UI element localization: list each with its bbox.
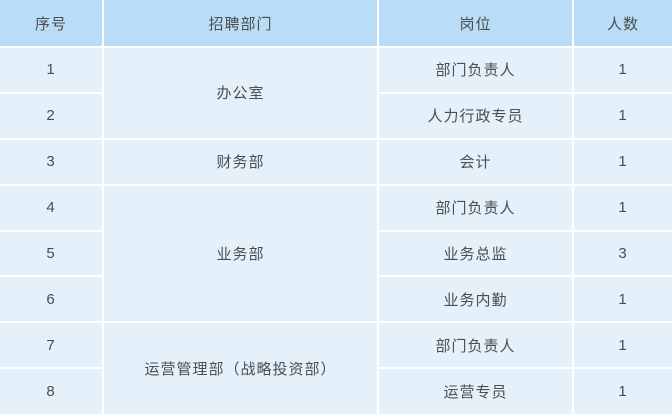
header-position: 岗位 <box>378 0 574 48</box>
cell-dept: 办公室 <box>103 47 379 140</box>
table-row: 8 运营专员 1 <box>0 368 672 414</box>
cell-count: 1 <box>573 138 672 186</box>
cell-position: 部门负责人 <box>378 47 574 94</box>
table-row: 1 办公室 部门负责人 1 <box>0 47 672 140</box>
header-count: 人数 <box>573 0 672 48</box>
table-row: 3 财务部 会计 1 <box>0 138 672 186</box>
table-row: 2 人力行政专员 1 <box>0 92 672 140</box>
cell-count: 1 <box>573 368 672 414</box>
cell-count: 1 <box>573 322 672 370</box>
cell-count: 1 <box>573 184 672 232</box>
cell-position: 部门负责人 <box>378 322 574 370</box>
header-dept: 招聘部门 <box>103 0 379 48</box>
cell-seq: 8 <box>0 368 104 414</box>
cell-seq: 5 <box>0 230 104 278</box>
cell-seq: 3 <box>0 138 104 186</box>
table-row: 5 业务总监 3 <box>0 230 672 278</box>
cell-position: 会计 <box>378 138 574 186</box>
cell-count: 1 <box>573 92 672 140</box>
cell-position: 运营专员 <box>378 368 574 414</box>
cell-count: 3 <box>573 230 672 278</box>
cell-seq: 7 <box>0 322 104 370</box>
cell-count: 1 <box>573 276 672 324</box>
cell-dept: 运营管理部（战略投资部） <box>103 322 379 414</box>
table-header-row: 序号 招聘部门 岗位 人数 <box>0 0 672 48</box>
cell-dept: 业务部 <box>103 184 379 324</box>
table-row: 6 业务内勤 1 <box>0 276 672 324</box>
header-seq: 序号 <box>0 0 104 48</box>
cell-position: 部门负责人 <box>378 184 574 232</box>
cell-count: 1 <box>573 47 672 94</box>
cell-seq: 1 <box>0 47 104 94</box>
cell-dept: 财务部 <box>103 138 379 186</box>
cell-position: 业务总监 <box>378 230 574 278</box>
cell-seq: 6 <box>0 276 104 324</box>
cell-seq: 2 <box>0 92 104 140</box>
table-row: 4 业务部 部门负责人 1 <box>0 184 672 324</box>
cell-seq: 4 <box>0 184 104 232</box>
cell-position: 人力行政专员 <box>378 92 574 140</box>
cell-position: 业务内勤 <box>378 276 574 324</box>
table-row: 7 运营管理部（战略投资部） 部门负责人 1 <box>0 322 672 414</box>
